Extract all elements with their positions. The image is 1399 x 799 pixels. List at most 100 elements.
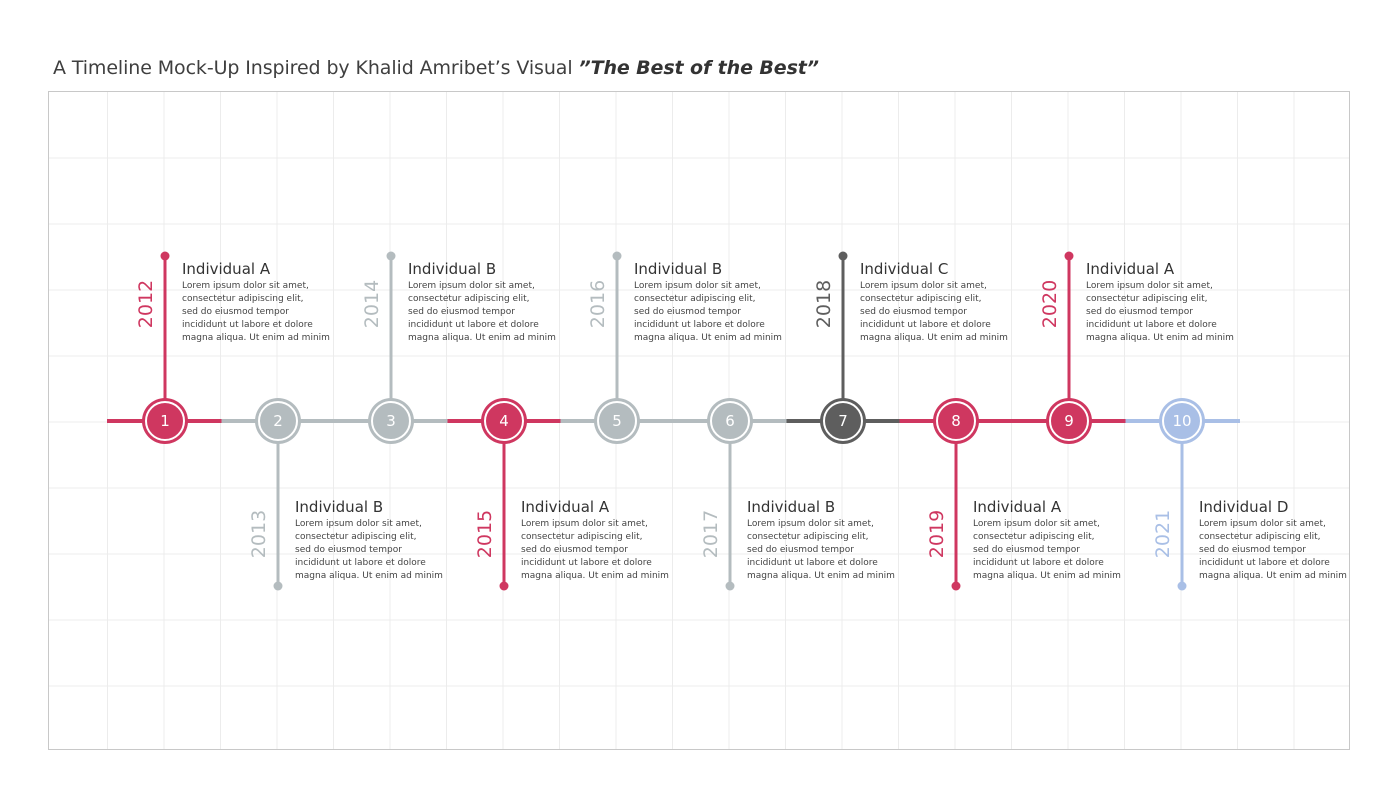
event-card: Individual B Lorem ipsum dolor sit amet, c… xyxy=(634,260,804,345)
event-card: Individual B Lorem ipsum dolor sit amet, c… xyxy=(408,260,578,345)
title-prefix: A Timeline Mock-Up Inspired by Khalid Am… xyxy=(53,57,579,79)
event-description-line: consectetur adipiscing elit, xyxy=(747,532,869,542)
event-node-number: 10 xyxy=(1172,412,1192,430)
event-description-line: magna aliqua. Ut enim ad minim xyxy=(634,333,782,343)
event-year-label: 2015 xyxy=(474,509,496,559)
event-name: Individual A xyxy=(521,498,610,516)
event-description-line: sed do eiusmod tempor xyxy=(973,545,1080,555)
event-description-line: Lorem ipsum dolor sit amet, xyxy=(408,281,535,291)
event-name: Individual A xyxy=(182,260,271,278)
event-node-inner xyxy=(1162,401,1202,441)
event-description-line: magna aliqua. Ut enim ad minim xyxy=(747,571,895,581)
event-description-line: magna aliqua. Ut enim ad minim xyxy=(973,571,1121,581)
event-description-line: consectetur adipiscing elit, xyxy=(634,294,756,304)
event-year-label: 2012 xyxy=(135,279,157,329)
event-description-line: consectetur adipiscing elit, xyxy=(408,294,530,304)
event-card: Individual B Lorem ipsum dolor sit amet, c… xyxy=(295,498,465,583)
event-description-line: sed do eiusmod tempor xyxy=(634,307,741,317)
event-description: Lorem ipsum dolor sit amet, consectetur a… xyxy=(521,518,691,583)
event-description-line: Lorem ipsum dolor sit amet, xyxy=(860,281,987,291)
event-name: Individual A xyxy=(1086,260,1175,278)
event-description: Lorem ipsum dolor sit amet, consectetur a… xyxy=(408,280,578,345)
event-stem-dot xyxy=(1177,581,1187,591)
event-stem-dot xyxy=(499,581,509,591)
page-title: A Timeline Mock-Up Inspired by Khalid Am… xyxy=(53,57,819,79)
event-description-line: Lorem ipsum dolor sit amet, xyxy=(182,281,309,291)
event-description-line: magna aliqua. Ut enim ad minim xyxy=(182,333,330,343)
event-stem-dot xyxy=(1064,251,1074,261)
event-description-line: magna aliqua. Ut enim ad minim xyxy=(1086,333,1234,343)
event-description-line: sed do eiusmod tempor xyxy=(521,545,628,555)
event-description-line: incididunt ut labore et dolore xyxy=(634,320,765,330)
event-node-inner xyxy=(936,401,976,441)
event-node-inner xyxy=(371,401,411,441)
event-description-line: sed do eiusmod tempor xyxy=(860,307,967,317)
event-stem-dot xyxy=(273,581,283,591)
event-year-label: 2013 xyxy=(248,509,270,559)
event-year-label: 2018 xyxy=(813,279,835,329)
event-description-line: consectetur adipiscing elit, xyxy=(1086,294,1208,304)
event-node-inner xyxy=(145,401,185,441)
event-node-inner xyxy=(1049,401,1089,441)
event-description-line: magna aliqua. Ut enim ad minim xyxy=(860,333,1008,343)
event-description-line: incididunt ut labore et dolore xyxy=(521,558,652,568)
event-node-number: 6 xyxy=(725,412,735,430)
event-description-line: sed do eiusmod tempor xyxy=(408,307,515,317)
event-card: Individual B Lorem ipsum dolor sit amet, c… xyxy=(747,498,917,583)
event-node-number: 2 xyxy=(273,412,283,430)
event-card: Individual D Lorem ipsum dolor sit amet, c… xyxy=(1199,498,1349,583)
event-year-label: 2021 xyxy=(1152,509,1174,559)
event-card: Individual A Lorem ipsum dolor sit amet, c… xyxy=(973,498,1143,583)
event-description-line: incididunt ut labore et dolore xyxy=(973,558,1104,568)
event-year-label: 2016 xyxy=(587,279,609,329)
event-description-line: incididunt ut labore et dolore xyxy=(182,320,313,330)
event-name: Individual D xyxy=(1199,498,1289,516)
event-node-number: 8 xyxy=(951,412,961,430)
event-description: Lorem ipsum dolor sit amet, consectetur a… xyxy=(295,518,465,583)
timeline-svg xyxy=(49,92,1349,749)
event-node-number: 3 xyxy=(386,412,396,430)
event-description-line: sed do eiusmod tempor xyxy=(1086,307,1193,317)
event-name: Individual A xyxy=(973,498,1062,516)
timeline-canvas: 1 2012 Individual A Lorem ipsum dolor sit a… xyxy=(48,91,1350,750)
event-description-line: consectetur adipiscing elit, xyxy=(1199,532,1321,542)
event-description-line: magna aliqua. Ut enim ad minim xyxy=(1199,571,1347,581)
event-description: Lorem ipsum dolor sit amet, consectetur a… xyxy=(182,280,352,345)
event-description-line: Lorem ipsum dolor sit amet, xyxy=(634,281,761,291)
event-description: Lorem ipsum dolor sit amet, consectetur a… xyxy=(860,280,1030,345)
event-card: Individual A Lorem ipsum dolor sit amet, c… xyxy=(1086,260,1256,345)
event-description-line: Lorem ipsum dolor sit amet, xyxy=(1086,281,1213,291)
event-node-number: 5 xyxy=(612,412,622,430)
event-description-line: incididunt ut labore et dolore xyxy=(295,558,426,568)
event-stem-dot xyxy=(612,251,622,261)
event-stem-dot xyxy=(951,581,961,591)
event-description-line: Lorem ipsum dolor sit amet, xyxy=(973,519,1100,529)
event-node-number: 9 xyxy=(1064,412,1074,430)
event-description-line: incididunt ut labore et dolore xyxy=(747,558,878,568)
event-description-line: Lorem ipsum dolor sit amet, xyxy=(295,519,422,529)
event-node-inner xyxy=(484,401,524,441)
event-card: Individual A Lorem ipsum dolor sit amet, c… xyxy=(182,260,352,345)
event-stem-dot xyxy=(838,251,848,261)
event-description-line: magna aliqua. Ut enim ad minim xyxy=(521,571,669,581)
event-description-line: consectetur adipiscing elit, xyxy=(521,532,643,542)
event-year-label: 2019 xyxy=(926,509,948,559)
event-year-label: 2020 xyxy=(1039,279,1061,329)
event-name: Individual B xyxy=(747,498,836,516)
event-description: Lorem ipsum dolor sit amet, consectetur a… xyxy=(1199,518,1349,583)
event-description-line: sed do eiusmod tempor xyxy=(182,307,289,317)
event-stem-dot xyxy=(386,251,396,261)
event-description: Lorem ipsum dolor sit amet, consectetur a… xyxy=(973,518,1143,583)
event-node-number: 1 xyxy=(160,412,170,430)
event-description-line: consectetur adipiscing elit, xyxy=(295,532,417,542)
event-node-number: 7 xyxy=(838,412,848,430)
event-description-line: incididunt ut labore et dolore xyxy=(1199,558,1330,568)
event-card: Individual C Lorem ipsum dolor sit amet, c… xyxy=(860,260,1030,345)
event-name: Individual B xyxy=(295,498,384,516)
event-description-line: Lorem ipsum dolor sit amet, xyxy=(747,519,874,529)
title-emphasis: ”The Best of the Best” xyxy=(578,57,819,79)
event-stem-dot xyxy=(160,251,170,261)
event-description: Lorem ipsum dolor sit amet, consectetur a… xyxy=(634,280,804,345)
event-description-line: consectetur adipiscing elit, xyxy=(973,532,1095,542)
event-node-inner xyxy=(597,401,637,441)
